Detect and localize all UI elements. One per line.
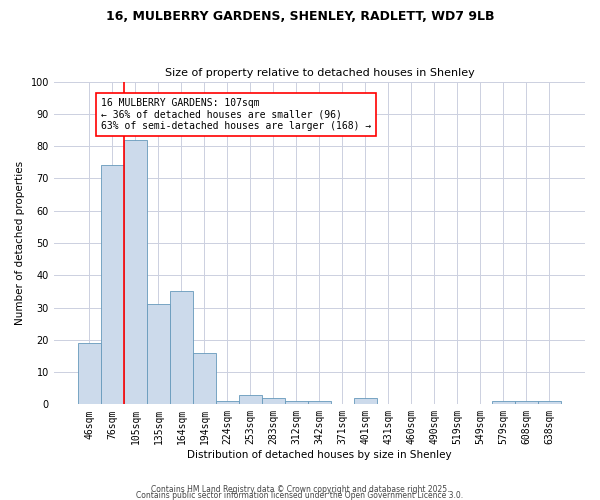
Bar xyxy=(193,352,216,405)
Text: 16 MULBERRY GARDENS: 107sqm
← 36% of detached houses are smaller (96)
63% of sem: 16 MULBERRY GARDENS: 107sqm ← 36% of det… xyxy=(101,98,371,131)
Bar xyxy=(285,401,308,404)
Y-axis label: Number of detached properties: Number of detached properties xyxy=(15,161,25,325)
Bar xyxy=(492,401,515,404)
Bar xyxy=(354,398,377,404)
Bar xyxy=(262,398,285,404)
Title: Size of property relative to detached houses in Shenley: Size of property relative to detached ho… xyxy=(164,68,474,78)
Bar xyxy=(147,304,170,404)
Text: Contains HM Land Registry data © Crown copyright and database right 2025.: Contains HM Land Registry data © Crown c… xyxy=(151,484,449,494)
Text: Contains public sector information licensed under the Open Government Licence 3.: Contains public sector information licen… xyxy=(136,490,464,500)
Bar xyxy=(308,401,331,404)
Bar xyxy=(239,394,262,404)
Bar xyxy=(538,401,561,404)
Bar xyxy=(124,140,147,404)
Bar xyxy=(101,166,124,404)
Bar xyxy=(78,343,101,404)
X-axis label: Distribution of detached houses by size in Shenley: Distribution of detached houses by size … xyxy=(187,450,452,460)
Bar xyxy=(515,401,538,404)
Bar xyxy=(216,401,239,404)
Text: 16, MULBERRY GARDENS, SHENLEY, RADLETT, WD7 9LB: 16, MULBERRY GARDENS, SHENLEY, RADLETT, … xyxy=(106,10,494,23)
Bar xyxy=(170,292,193,405)
